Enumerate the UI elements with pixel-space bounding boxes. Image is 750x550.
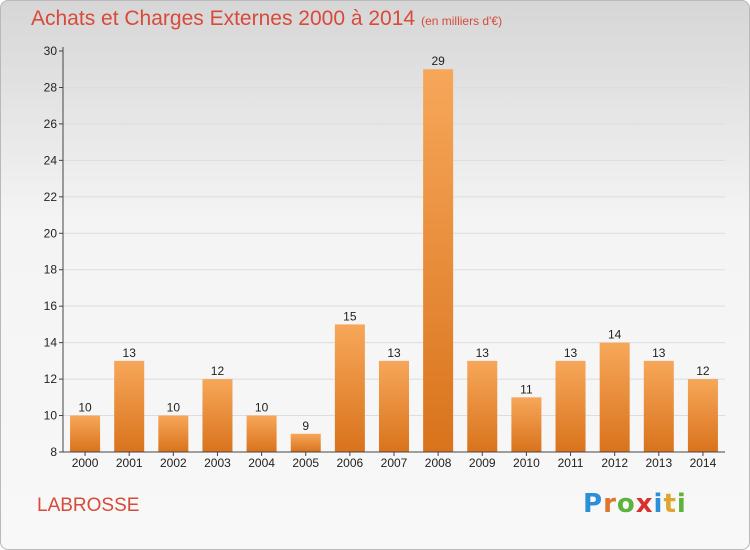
bar xyxy=(378,360,410,452)
x-tick-label: 2009 xyxy=(469,456,496,470)
y-tick-label: 18 xyxy=(44,263,58,277)
data-label: 15 xyxy=(343,309,357,323)
x-tick-label: 2013 xyxy=(645,456,672,470)
data-label: 13 xyxy=(564,346,578,360)
x-tick-label: 2007 xyxy=(381,456,408,470)
bar xyxy=(467,360,498,452)
y-tick-label: 26 xyxy=(44,117,58,131)
y-tick-label: 12 xyxy=(44,372,58,386)
bar xyxy=(599,342,630,452)
y-tick-label: 16 xyxy=(44,299,58,313)
bar xyxy=(555,360,586,452)
bar xyxy=(334,324,365,452)
x-tick-label: 2003 xyxy=(204,456,231,470)
logo-letter: t xyxy=(663,489,677,519)
data-label: 10 xyxy=(78,401,92,415)
data-label: 10 xyxy=(167,401,181,415)
y-tick-label: 30 xyxy=(44,44,58,58)
x-tick-label: 2000 xyxy=(72,456,99,470)
data-label: 10 xyxy=(255,401,269,415)
x-tick-label: 2004 xyxy=(248,456,275,470)
y-tick-label: 20 xyxy=(44,226,58,240)
x-tick-label: 2005 xyxy=(292,456,319,470)
y-tick-label: 22 xyxy=(44,190,58,204)
bar xyxy=(290,433,321,452)
bar xyxy=(687,379,718,452)
bar xyxy=(158,415,189,452)
chart-title: Achats et Charges Externes 2000 à 2014 (e… xyxy=(31,7,502,31)
logo-letter: x xyxy=(635,489,654,519)
y-tick-label: 8 xyxy=(50,445,57,459)
data-label: 14 xyxy=(608,328,622,342)
data-label: 9 xyxy=(302,419,309,433)
x-tick-label: 2006 xyxy=(337,456,364,470)
x-tick-label: 2001 xyxy=(116,456,143,470)
x-tick-label: 2011 xyxy=(558,456,584,470)
bar xyxy=(70,415,101,452)
bar xyxy=(511,397,542,452)
y-tick-label: 28 xyxy=(44,80,58,94)
data-label: 29 xyxy=(431,54,445,68)
data-label: 13 xyxy=(652,346,666,360)
logo-letter: r xyxy=(603,489,617,519)
chart-title-text: Achats et Charges Externes 2000 à 2014 xyxy=(31,7,416,30)
logo-letter: i xyxy=(653,489,664,519)
bars: 10 13 10 12 10 9 15 13 29 13 11 13 14 13 12 xyxy=(70,54,718,453)
x-tick-label: 2008 xyxy=(425,456,452,470)
bar xyxy=(643,360,674,452)
bar xyxy=(246,415,277,452)
logo-letter: P xyxy=(583,489,604,519)
chart-subtitle: (en milliers d'€) xyxy=(421,14,503,28)
x-tick-label: 2012 xyxy=(601,456,628,470)
data-label: 11 xyxy=(520,382,533,396)
bar xyxy=(114,360,145,452)
commune-name: LABROSSE xyxy=(37,495,140,516)
data-label: 12 xyxy=(211,364,225,378)
y-tick-label: 10 xyxy=(44,409,58,423)
x-tick-label: 2010 xyxy=(513,456,540,470)
proxiti-logo: Proxiti xyxy=(583,489,687,519)
y-tick-label: 14 xyxy=(44,336,58,350)
x-tick-label: 2014 xyxy=(690,456,717,470)
y-tick-label: 24 xyxy=(44,153,58,167)
data-label: 12 xyxy=(696,364,710,378)
x-tick-label: 2002 xyxy=(160,456,187,470)
axes: 8 10 12 14 16 18 20 22 24 26 28 30 2000 2001 2002 2003 2… xyxy=(44,44,725,470)
logo-letter: o xyxy=(616,489,636,519)
bar xyxy=(423,69,454,453)
data-label: 13 xyxy=(476,346,490,360)
logo-letter: i xyxy=(676,489,687,519)
data-label: 13 xyxy=(387,346,401,360)
data-label: 13 xyxy=(123,346,137,360)
bar xyxy=(202,379,233,452)
